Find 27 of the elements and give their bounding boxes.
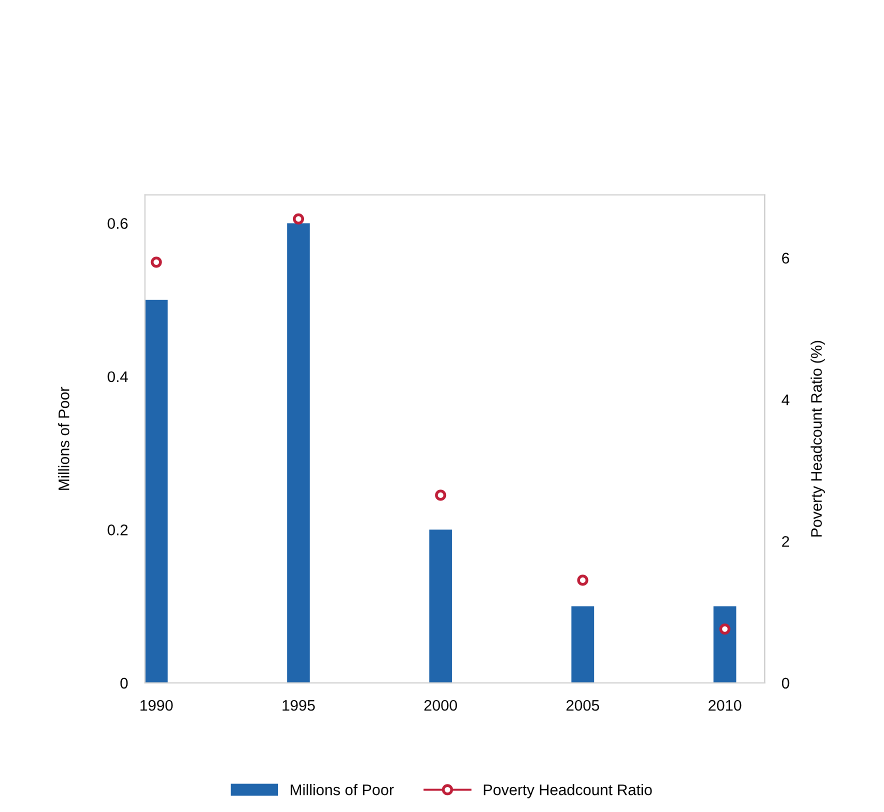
bar	[429, 530, 452, 683]
y2-tick-label: 4	[782, 394, 790, 406]
point	[435, 490, 446, 501]
legend-label: Millions of Poor	[290, 784, 394, 796]
y-tick-label: 0.4	[108, 371, 128, 382]
point	[150, 256, 162, 268]
x-tick-label: 2000	[424, 700, 458, 711]
y2-tick-label: 0	[782, 678, 790, 689]
x-tick-label: 1995	[282, 700, 315, 711]
bar	[571, 606, 594, 683]
bar	[713, 606, 736, 683]
point	[719, 624, 730, 635]
point	[577, 574, 588, 586]
y-tick-label: 0.6	[108, 218, 128, 229]
bar	[144, 300, 168, 683]
y-tick-label: 0	[120, 678, 128, 689]
legend-label: Poverty Headcount Ratio	[484, 784, 652, 798]
y2-tick-label: 6	[782, 252, 790, 264]
x-tick-label: 2010	[708, 700, 742, 711]
bar	[287, 223, 310, 683]
x-tick-label: 2005	[566, 700, 600, 711]
y2-axis-title: Poverty Headcount Ratio (%)	[810, 340, 825, 537]
point	[292, 213, 304, 225]
y2-tick-label: 2	[782, 536, 790, 547]
y-axis-title: Millions of Poor	[58, 386, 70, 490]
y-tick-label: 0.2	[108, 524, 128, 536]
x-tick-label: 1990	[140, 700, 173, 711]
